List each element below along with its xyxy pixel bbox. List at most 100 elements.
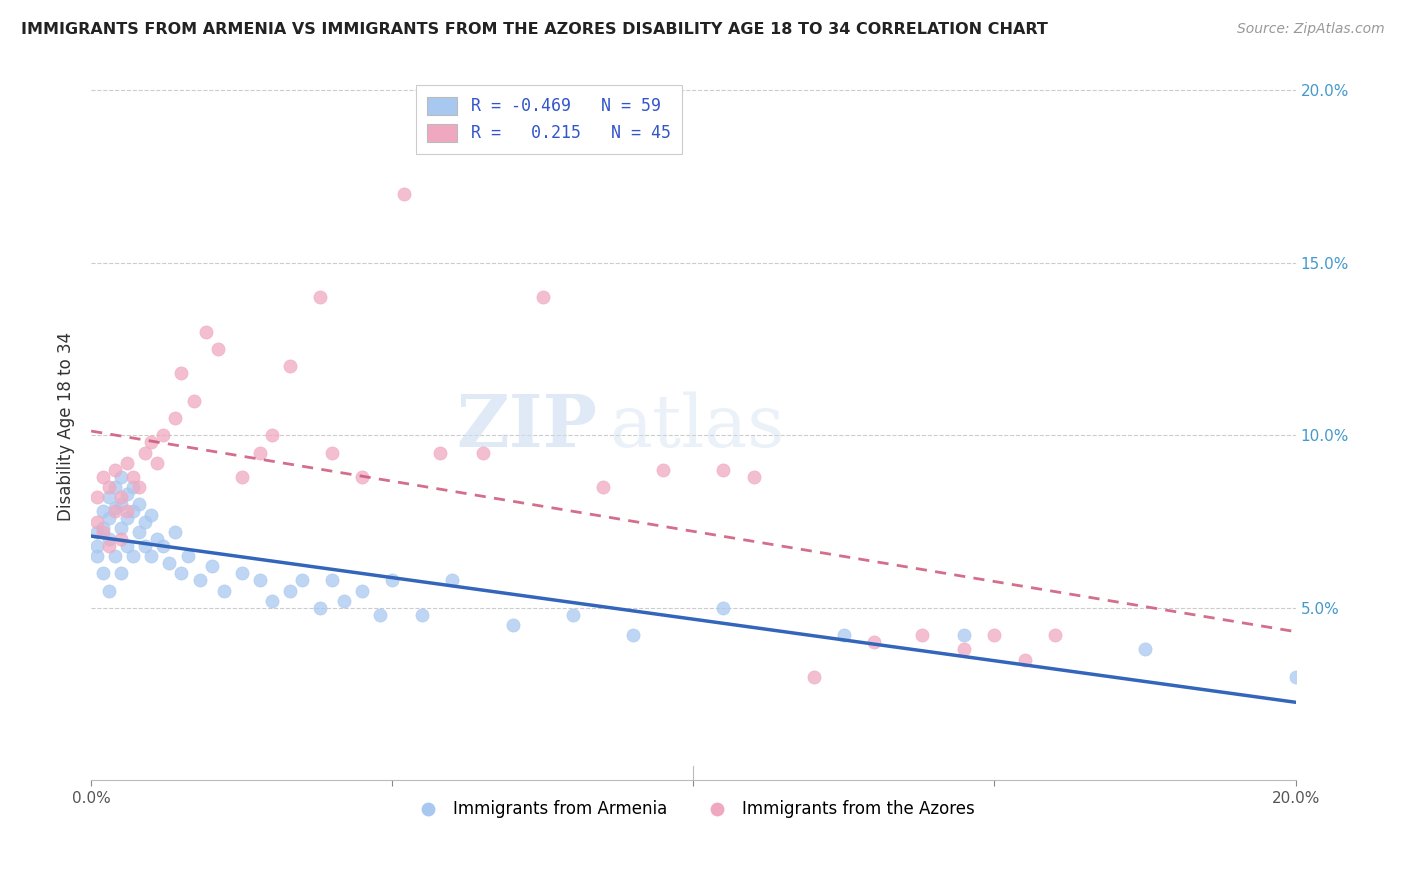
Point	[117, 456, 139, 470]
Point	[98, 480, 121, 494]
Point	[86, 539, 108, 553]
Point	[152, 539, 174, 553]
Point	[141, 435, 163, 450]
Point	[110, 521, 132, 535]
Point	[803, 670, 825, 684]
Point	[110, 532, 132, 546]
Point	[188, 573, 211, 587]
Point	[713, 463, 735, 477]
Point	[104, 549, 127, 563]
Point	[104, 480, 127, 494]
Point	[117, 487, 139, 501]
Point	[291, 573, 314, 587]
Point	[249, 445, 271, 459]
Point	[309, 600, 332, 615]
Point	[260, 594, 283, 608]
Text: atlas: atlas	[609, 392, 785, 462]
Point	[122, 549, 145, 563]
Point	[911, 628, 934, 642]
Point	[207, 342, 229, 356]
Point	[249, 573, 271, 587]
Point	[200, 559, 222, 574]
Point	[146, 532, 169, 546]
Point	[104, 500, 127, 515]
Point	[86, 524, 108, 539]
Point	[260, 428, 283, 442]
Point	[122, 504, 145, 518]
Point	[321, 445, 343, 459]
Point	[141, 508, 163, 522]
Point	[183, 393, 205, 408]
Point	[561, 607, 583, 622]
Point	[652, 463, 675, 477]
Point	[165, 411, 187, 425]
Point	[122, 469, 145, 483]
Point	[1014, 652, 1036, 666]
Point	[333, 594, 356, 608]
Point	[531, 290, 554, 304]
Point	[742, 469, 765, 483]
Text: IMMIGRANTS FROM ARMENIA VS IMMIGRANTS FROM THE AZORES DISABILITY AGE 18 TO 34 CO: IMMIGRANTS FROM ARMENIA VS IMMIGRANTS FR…	[21, 22, 1047, 37]
Point	[91, 566, 114, 581]
Point	[352, 469, 374, 483]
Point	[128, 524, 150, 539]
Point	[471, 445, 494, 459]
Point	[141, 549, 163, 563]
Point	[953, 642, 976, 657]
Point	[309, 290, 332, 304]
Point	[152, 428, 174, 442]
Point	[863, 635, 886, 649]
Point	[621, 628, 644, 642]
Point	[86, 549, 108, 563]
Point	[122, 480, 145, 494]
Point	[98, 532, 121, 546]
Point	[104, 504, 127, 518]
Point	[117, 511, 139, 525]
Point	[86, 515, 108, 529]
Point	[368, 607, 391, 622]
Point	[146, 456, 169, 470]
Point	[321, 573, 343, 587]
Point	[278, 583, 301, 598]
Point	[104, 463, 127, 477]
Point	[212, 583, 235, 598]
Point	[441, 573, 464, 587]
Point	[381, 573, 404, 587]
Point	[1133, 642, 1156, 657]
Text: ZIP: ZIP	[456, 391, 598, 462]
Point	[1284, 670, 1306, 684]
Point	[170, 366, 193, 380]
Point	[953, 628, 976, 642]
Point	[713, 600, 735, 615]
Point	[98, 539, 121, 553]
Point	[86, 491, 108, 505]
Point	[1043, 628, 1066, 642]
Point	[91, 521, 114, 535]
Point	[98, 583, 121, 598]
Point	[117, 539, 139, 553]
Y-axis label: Disability Age 18 to 34: Disability Age 18 to 34	[58, 332, 75, 521]
Point	[231, 469, 253, 483]
Point	[134, 445, 156, 459]
Point	[91, 524, 114, 539]
Point	[159, 556, 181, 570]
Point	[194, 325, 217, 339]
Point	[98, 491, 121, 505]
Point	[592, 480, 614, 494]
Text: Source: ZipAtlas.com: Source: ZipAtlas.com	[1237, 22, 1385, 37]
Point	[394, 186, 416, 201]
Point	[110, 566, 132, 581]
Point	[110, 491, 132, 505]
Point	[231, 566, 253, 581]
Point	[110, 469, 132, 483]
Point	[91, 504, 114, 518]
Point	[832, 628, 855, 642]
Point	[134, 515, 156, 529]
Point	[170, 566, 193, 581]
Legend: Immigrants from Armenia, Immigrants from the Azores: Immigrants from Armenia, Immigrants from…	[405, 794, 981, 825]
Point	[165, 524, 187, 539]
Point	[352, 583, 374, 598]
Point	[117, 504, 139, 518]
Point	[278, 359, 301, 374]
Point	[176, 549, 198, 563]
